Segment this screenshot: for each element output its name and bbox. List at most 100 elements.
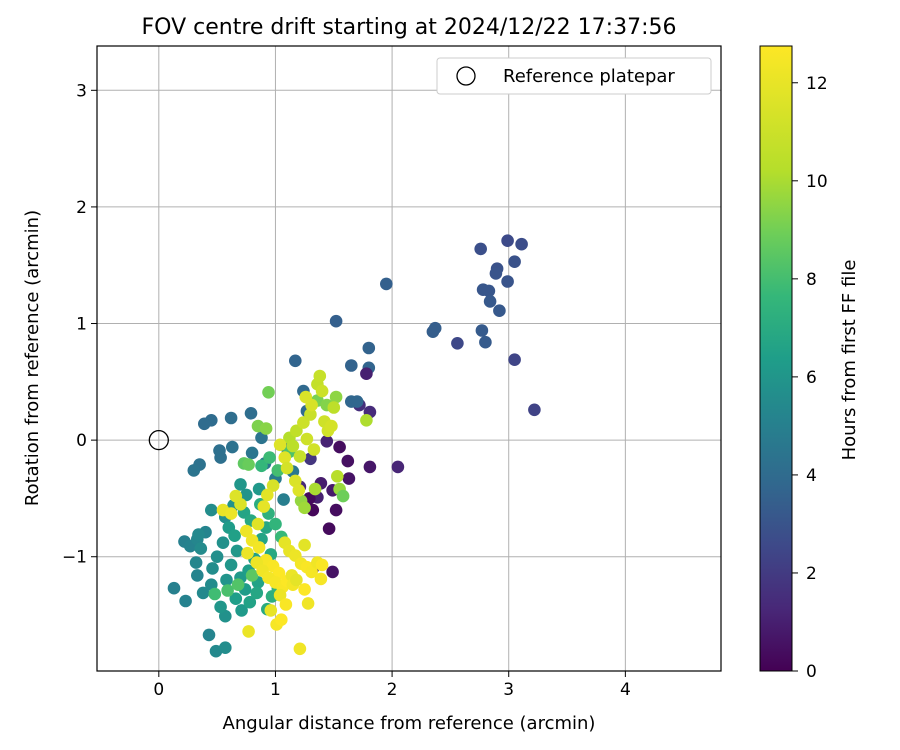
scatter-point — [251, 517, 265, 531]
scatter-point — [307, 443, 321, 456]
scatter-point — [214, 600, 227, 614]
scatter-point — [279, 598, 293, 611]
x-tick-label: 2 — [387, 680, 398, 700]
scatter-point — [475, 324, 489, 337]
scatter-point — [493, 304, 506, 318]
scatter-point — [489, 267, 503, 280]
scatter-point — [300, 432, 314, 446]
colorbar: 0 2 4 6 8 10 12 Hours from first FF file — [759, 45, 860, 682]
scatter-point — [194, 542, 208, 555]
x-axis-label: Angular distance from reference (arcmin) — [223, 713, 596, 734]
scatter-point — [278, 451, 292, 464]
scatter-point — [345, 359, 358, 372]
colorbar-tick-label: 2 — [806, 564, 817, 584]
scatter-point — [255, 459, 268, 473]
scatter-point — [528, 403, 541, 417]
scatter-point — [508, 255, 521, 268]
scatter-point — [292, 484, 306, 497]
scatter-point — [202, 628, 216, 642]
scatter-point — [301, 597, 315, 610]
scatter-point — [266, 479, 280, 492]
scatter-point — [230, 544, 244, 558]
scatter-point — [263, 451, 276, 464]
scatter-point — [257, 500, 271, 513]
colorbar-tick-label: 10 — [806, 172, 828, 192]
scatter-point — [350, 395, 364, 408]
scatter-point — [298, 538, 311, 552]
scatter-point — [508, 353, 521, 367]
scatter-point — [426, 325, 440, 339]
scatter-point — [325, 419, 338, 433]
scatter-point — [305, 565, 318, 579]
scatter-point — [242, 625, 255, 638]
scatter-point — [228, 529, 241, 542]
scatter-point — [220, 573, 233, 587]
scatter-point — [501, 275, 514, 288]
scatter-point — [187, 464, 201, 477]
scatter-point — [189, 556, 203, 569]
scatter-point — [474, 242, 488, 256]
reference-marker-layer — [148, 429, 169, 451]
x-axis-ticks: 0 1 2 3 4 — [153, 671, 631, 700]
scatter-point — [208, 587, 222, 601]
scatter-point — [231, 578, 245, 591]
scatter-point — [226, 440, 239, 454]
scatter-point — [191, 569, 204, 582]
scatter-point — [224, 507, 238, 520]
scatter-point — [360, 367, 373, 381]
scatter-point — [214, 451, 227, 464]
y-tick-label: 2 — [76, 198, 87, 218]
scatter-point — [299, 390, 313, 404]
scatter-point — [290, 573, 303, 587]
scatter-point — [179, 594, 192, 608]
scatter-point — [242, 458, 255, 471]
scatter-point — [483, 295, 497, 308]
scatter-point — [235, 604, 248, 617]
scatter-point — [329, 503, 343, 517]
scatter-point — [329, 314, 343, 328]
y-tick-label: −1 — [62, 548, 87, 568]
scatter-point — [264, 604, 278, 617]
scatter-point — [241, 546, 254, 560]
scatter-point — [336, 489, 350, 503]
scatter-point — [255, 431, 268, 445]
scatter-point — [196, 586, 210, 600]
scatter-point — [322, 522, 336, 535]
scatter-point — [259, 422, 273, 435]
colorbar-tick-label: 12 — [806, 74, 828, 94]
scatter-point — [360, 414, 373, 427]
scatter-point — [320, 435, 334, 448]
chart-title: FOV centre drift starting at 2024/12/22 … — [142, 15, 677, 40]
scatter-point — [341, 454, 355, 468]
scatter-point — [298, 583, 311, 596]
colorbar-tick-label: 4 — [806, 466, 817, 486]
scatter-point — [363, 460, 377, 474]
reference-platepar-marker — [148, 429, 169, 451]
scatter-point — [362, 341, 376, 355]
scatter-point — [252, 541, 266, 554]
colorbar-gradient — [759, 45, 793, 672]
scatter-point — [229, 592, 243, 605]
scatter-point — [245, 569, 259, 582]
legend-label: Reference platepar — [503, 66, 675, 87]
scatter-point — [329, 390, 343, 404]
scatter-point — [327, 401, 341, 414]
y-axis-ticks: −1 0 1 2 3 — [62, 81, 97, 568]
scatter-point — [308, 482, 322, 496]
colorbar-ticks: 0 2 4 6 8 10 12 — [792, 74, 828, 682]
legend-marker — [456, 66, 476, 86]
scatter-point — [342, 472, 356, 485]
scatter-point — [315, 558, 329, 572]
colorbar-label: Hours from first FF file — [839, 260, 860, 461]
scatter-point — [198, 417, 211, 431]
scatter-point — [234, 478, 247, 491]
scatter-point — [315, 384, 329, 398]
scatter-point — [277, 493, 290, 506]
scatter-point — [205, 503, 218, 517]
scatter-point — [245, 446, 259, 460]
scatter-point — [192, 528, 205, 541]
x-tick-label: 0 — [153, 680, 164, 700]
scatter-point — [451, 337, 464, 350]
scatter-point — [224, 411, 238, 425]
